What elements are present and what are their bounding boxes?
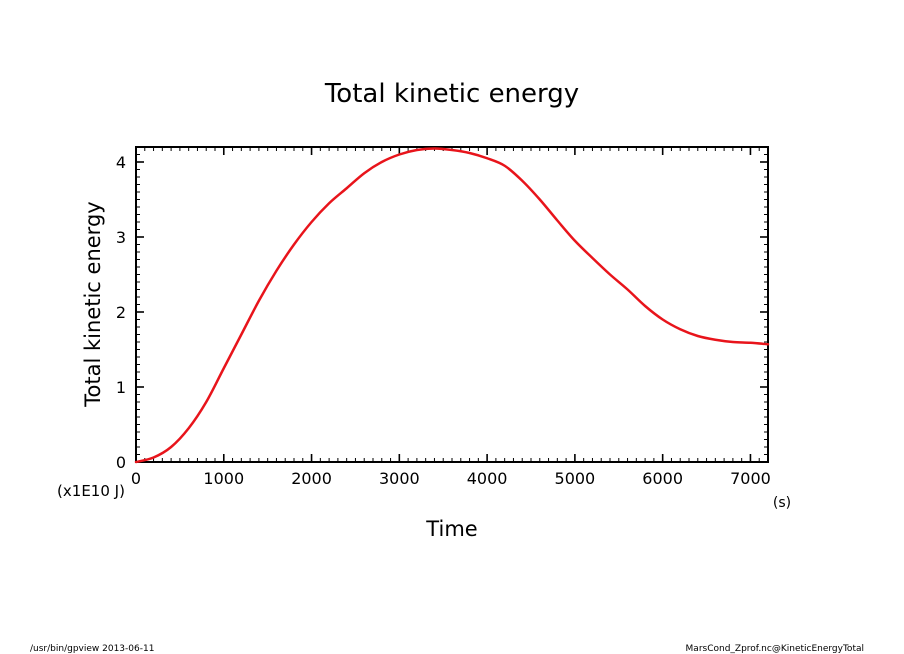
x-tick-label: 6000	[642, 469, 683, 488]
series-line	[134, 147, 770, 464]
x-tick-labels: 0 1000 2000 3000 4000 5000 6000 7000	[131, 469, 771, 488]
tick-marks	[135, 146, 769, 463]
y-tick-label: 2	[116, 303, 126, 322]
x-axis-label: Time	[425, 517, 477, 541]
plot-frame	[135, 146, 769, 463]
x-tick-label: 7000	[730, 469, 771, 488]
x-unit-label: (s)	[773, 495, 791, 511]
y-axis-label: Total kinetic energy	[81, 201, 105, 407]
footer-right: MarsCond_Zprof.nc@KineticEnergyTotal	[686, 644, 864, 654]
footer-left: /usr/bin/gpview 2013-06-11	[30, 644, 154, 654]
x-tick-label: 3000	[379, 469, 420, 488]
x-tick-label: 0	[131, 469, 141, 488]
y-tick-label: 0	[116, 453, 126, 472]
x-tick-label: 1000	[203, 469, 244, 488]
y-tick-label: 1	[116, 378, 126, 397]
chart-title: Total kinetic energy	[324, 79, 579, 109]
x-tick-label: 4000	[467, 469, 508, 488]
y-tick-labels: 0 1 2 3 4	[116, 153, 126, 472]
y-tick-label: 3	[116, 228, 126, 247]
y-tick-label: 4	[116, 153, 126, 172]
x-tick-label: 5000	[555, 469, 596, 488]
y-unit-label: (x1E10 J)	[57, 482, 125, 500]
x-tick-label: 2000	[291, 469, 332, 488]
